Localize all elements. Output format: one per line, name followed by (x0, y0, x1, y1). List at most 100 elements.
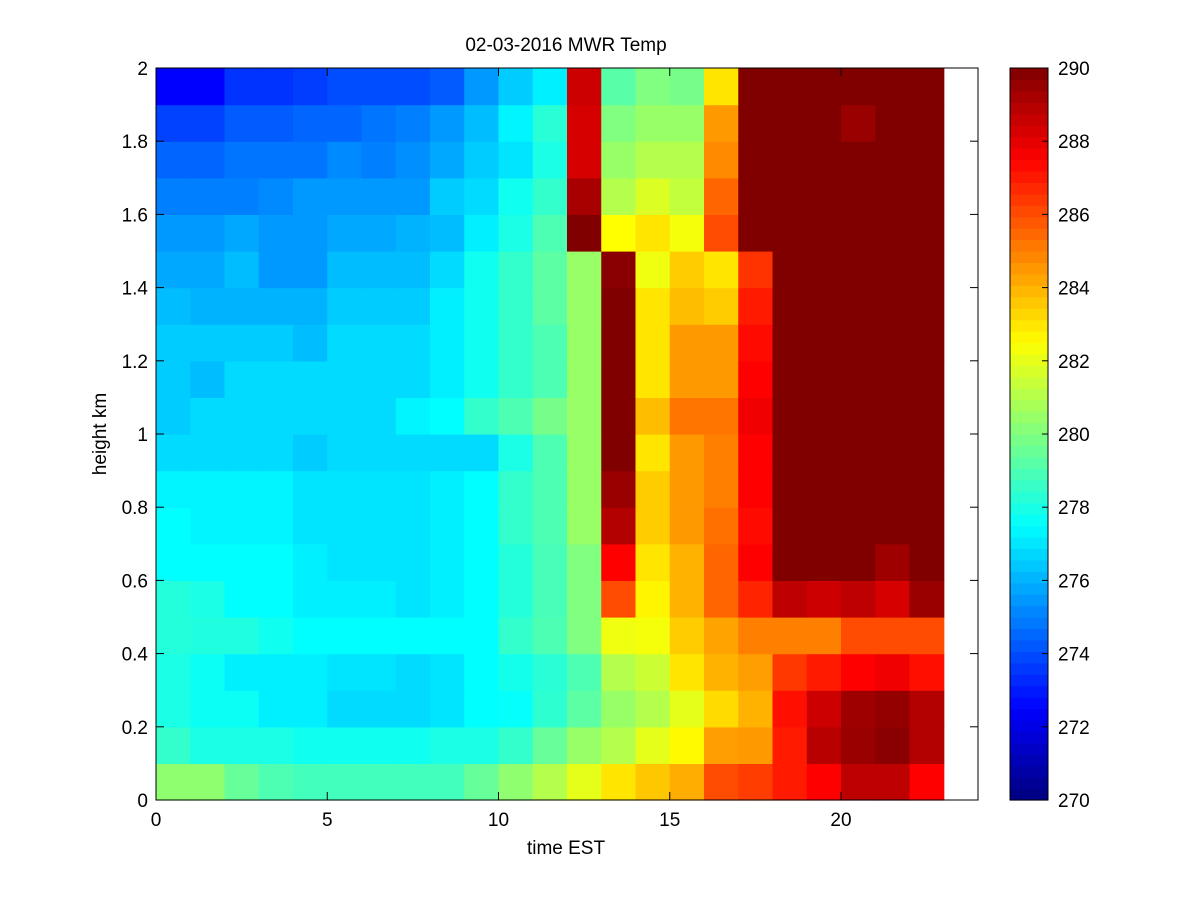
colorbar-band (1010, 388, 1048, 401)
heatmap-cell (258, 434, 294, 472)
heatmap-cell (738, 177, 774, 215)
heatmap-cell (875, 470, 911, 508)
heatmap-cell (567, 434, 602, 472)
colorbar-band (1010, 273, 1048, 286)
heatmap-cell (738, 141, 774, 179)
heatmap-cell (532, 507, 568, 545)
colorbar-band (1010, 434, 1048, 447)
colorbar-band (1010, 331, 1048, 344)
chart-title: 02-03-2016 MWR Temp (465, 35, 666, 56)
heatmap-cell (532, 68, 568, 106)
heatmap-cell (738, 287, 774, 325)
heatmap-cell (704, 360, 739, 398)
colorbar-band (1010, 125, 1048, 138)
heatmap-cell (704, 251, 739, 289)
heatmap-cell (156, 653, 191, 691)
heatmap-cell (772, 177, 808, 215)
heatmap-cell (567, 726, 602, 764)
heatmap-cell (738, 434, 774, 472)
heatmap-cell (669, 617, 705, 655)
heatmap-cell (909, 653, 945, 691)
heatmap-cell (190, 543, 226, 581)
heatmap-cell (772, 324, 808, 362)
heatmap-cell (361, 653, 397, 691)
heatmap-cell (909, 470, 945, 508)
heatmap-cell (498, 470, 534, 508)
heatmap-cell (772, 251, 808, 289)
heatmap-cell (669, 470, 705, 508)
heatmap-cell (361, 177, 397, 215)
heatmap-cell (669, 324, 705, 362)
heatmap-cell (635, 580, 671, 618)
heatmap-cell (806, 617, 842, 655)
heatmap-cell (875, 251, 911, 289)
heatmap-cell (738, 653, 774, 691)
heatmap-cell (669, 397, 705, 435)
x-tick-label: 0 (151, 810, 162, 831)
heatmap-cell (635, 434, 671, 472)
heatmap-cell (224, 104, 260, 142)
heatmap-cell (498, 360, 534, 398)
heatmap-cell (430, 251, 465, 289)
heatmap-cell (532, 360, 568, 398)
colorbar-axis: 270 272 274 276 278 280 282 284 286 288 290 (1042, 59, 1090, 812)
heatmap-cell (875, 434, 911, 472)
heatmap-cell (806, 397, 842, 435)
colorbar-band (1010, 296, 1048, 309)
heatmap-cell (395, 617, 431, 655)
y-tick-label: 2 (137, 59, 148, 80)
heatmap-cell (806, 434, 842, 472)
heatmap-cell (841, 214, 876, 252)
heatmap-cell (669, 507, 705, 545)
heatmap-cell (601, 360, 637, 398)
y-tick-label: 0.4 (122, 645, 149, 666)
heatmap-cell (806, 251, 842, 289)
heatmap-cell (327, 397, 363, 435)
heatmap-cell (258, 653, 294, 691)
heatmap-cell (738, 397, 774, 435)
heatmap-cell (498, 287, 534, 325)
heatmap-cell (704, 653, 739, 691)
heatmap-cell (464, 470, 500, 508)
heatmap-cell (909, 617, 945, 655)
heatmap-cell (498, 324, 534, 362)
heatmap-cell (430, 104, 465, 142)
heatmap-cell (361, 434, 397, 472)
heatmap-cell (464, 360, 500, 398)
heatmap-cell (498, 653, 534, 691)
heatmap-cell (293, 104, 328, 142)
heatmap-cell (806, 287, 842, 325)
heatmap-cell (258, 287, 294, 325)
heatmap-cell (224, 726, 260, 764)
heatmap-cell (704, 543, 739, 581)
heatmap-cell (669, 68, 705, 106)
heatmap-cell (875, 507, 911, 545)
heatmap-cell (395, 653, 431, 691)
heatmap-cell (532, 397, 568, 435)
colorbar-band (1010, 639, 1048, 652)
heatmap-cell (601, 617, 637, 655)
heatmap-cell (601, 177, 637, 215)
heatmap-cell (875, 617, 911, 655)
y-tick-label: 0.6 (122, 571, 148, 592)
heatmap-cell (224, 580, 260, 618)
heatmap-cell (361, 617, 397, 655)
heatmap-cell (875, 397, 911, 435)
heatmap-cell (430, 68, 465, 106)
heatmap-cell (909, 690, 945, 728)
heatmap-cell (395, 360, 431, 398)
heatmap-cell (327, 68, 363, 106)
heatmap-cell (224, 434, 260, 472)
heatmap-cell (704, 617, 739, 655)
heatmap-cell (704, 726, 739, 764)
colorbar-band (1010, 674, 1048, 687)
y-axis: 0 0.2 0.4 0.6 0.8 1 1.2 1.4 1.6 1.8 2 (122, 59, 978, 812)
heatmap-cell (430, 177, 465, 215)
heatmap-cell (156, 177, 191, 215)
heatmap-cell (841, 470, 876, 508)
heatmap-cell (327, 653, 363, 691)
heatmap-cell (772, 287, 808, 325)
heatmap-cell (498, 617, 534, 655)
heatmap-cell (669, 214, 705, 252)
